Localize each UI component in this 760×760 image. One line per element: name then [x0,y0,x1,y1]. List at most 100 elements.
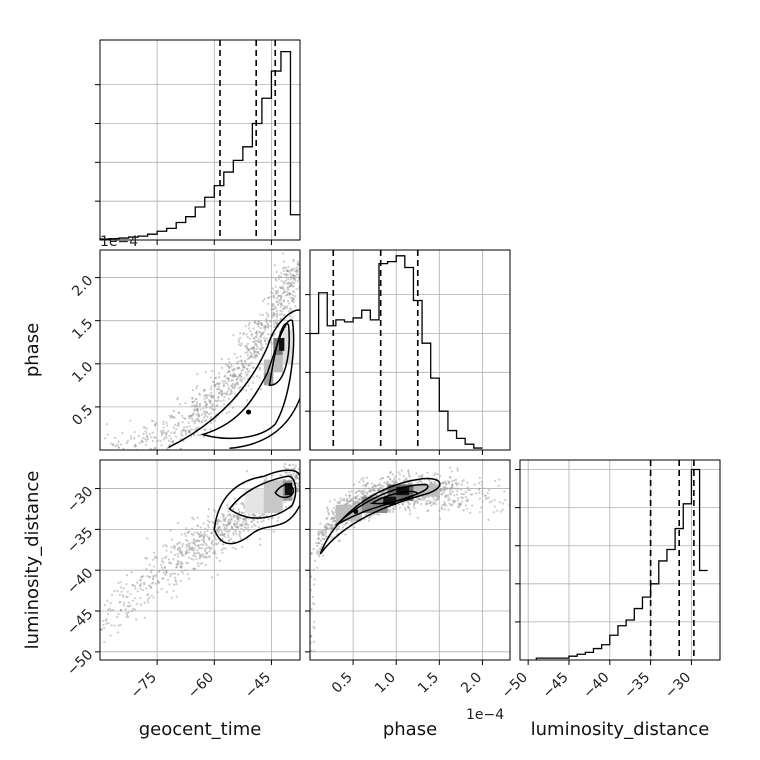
scat-pt-ytick-label-3: 2.0 [69,273,96,300]
scat-dt-point [179,560,183,563]
scat-dt-point [272,530,275,533]
scat-dt-point [176,552,179,556]
scat-dt-point [109,609,112,612]
hist-dist-bin-7 [593,649,601,660]
scat-dp-point [313,649,316,653]
scat-dp-point [444,494,447,497]
scat-dt-point [181,562,184,565]
scat-pt-point [264,325,268,328]
scat-pt-point [232,334,235,337]
hist-dist-bin-19 [691,470,699,660]
scat-pt-point [271,292,275,295]
scat-pt-point [195,403,198,406]
scat-dt-point [198,534,201,538]
hist-dist-bin-15 [659,561,667,660]
scat-dt-point [113,624,116,627]
hist-time-bin-13 [224,172,234,240]
scat-dp-point [464,495,467,499]
scat-dt-point [201,538,204,541]
scat-pt-point [203,412,206,415]
scat-pt-point [181,421,184,424]
scat-pt-point [223,375,226,378]
scat-pt-point [260,323,263,326]
hist-dist-bin-6 [585,652,593,660]
scat-dt-point [187,544,190,548]
scat-dt-point [170,538,174,541]
scat-pt-point [294,295,297,298]
scat-pt-point [274,307,277,310]
scat-dt-point [151,574,155,578]
scat-dp-point [362,484,365,487]
scat-dt-point [203,535,206,538]
hist-dist-bin-14 [651,584,659,660]
scat-dt-point [157,581,161,584]
scat-dt-point [130,609,133,613]
scat-pt-point [257,338,260,341]
scat-dt-point [208,521,211,524]
scat-pt-point [196,407,200,411]
scat-pt-point [275,314,278,317]
hist-dist-bin-10 [618,626,626,660]
scat-pt-point [129,419,132,422]
scat-pt-point [228,410,231,414]
hist-dist-bins [536,470,707,660]
scat-dt-point [167,558,171,561]
scat-pt-point [210,391,213,395]
scat-dt-point [127,605,130,608]
scat-dt-point [213,536,216,539]
scat-pt-point [207,399,211,402]
scat-pt-point [220,358,223,361]
scat-pt-point [137,453,139,455]
scat-dt-point [186,573,189,576]
scat-dt-point [195,558,198,561]
scat-pt-point [237,338,240,341]
scat-dt-point [228,522,231,526]
scat-dt-point [204,527,207,530]
scat-dp-point [466,488,470,492]
scat-pt-point [126,439,129,442]
scat-pt-point [203,397,206,400]
scat-dt-point [304,477,306,479]
scat-dp-point [432,502,436,505]
scat-pt-point [208,393,211,397]
scat-pt-point [188,430,192,434]
scat-pt-point [282,269,286,273]
scat-dt-point [222,547,225,550]
scat-pt-point [250,355,254,358]
scat-pt-point [217,376,221,379]
y-axis-label-phase: phase [22,323,43,377]
scat-dp-point [358,480,361,484]
hist-dist-bin-16 [667,550,675,660]
scat-pt-point [249,355,252,358]
scat-pt-point [259,326,262,330]
scat-pt-point [288,293,292,296]
scat-dt-point [265,476,268,479]
scat-dp-contour-mid [335,483,429,526]
scat-dp-point [487,496,490,499]
scat-dt-point [127,601,131,604]
scat-pt-point [231,386,234,390]
scat-pt-point [190,428,193,431]
scat-dt-point [165,569,168,572]
scat-pt-point [254,353,258,356]
scat-pt-point [286,274,289,277]
scat-dt-point [187,577,190,580]
scat-dp-point [393,478,396,481]
scat-pt-point [116,443,119,446]
scat-dt-point [199,555,202,558]
scat-dt-point [197,532,200,535]
scat-dt-point [212,543,215,547]
scat-dt-point [196,516,199,519]
scat-dt-point [165,549,168,552]
scat-pt-point [203,394,206,397]
scat-pt-point [275,270,278,274]
scat-dt-point [161,577,164,580]
hist-phase-bin-13 [422,343,431,450]
scat-dp-point [321,554,325,557]
scat-pt-point [169,437,173,440]
scat-pt-point [240,376,243,379]
scat-dt-point [230,515,233,518]
scat-pt-point [180,414,184,417]
scat-dt-point [218,559,221,563]
scat-pt-contour-dot [246,409,252,415]
